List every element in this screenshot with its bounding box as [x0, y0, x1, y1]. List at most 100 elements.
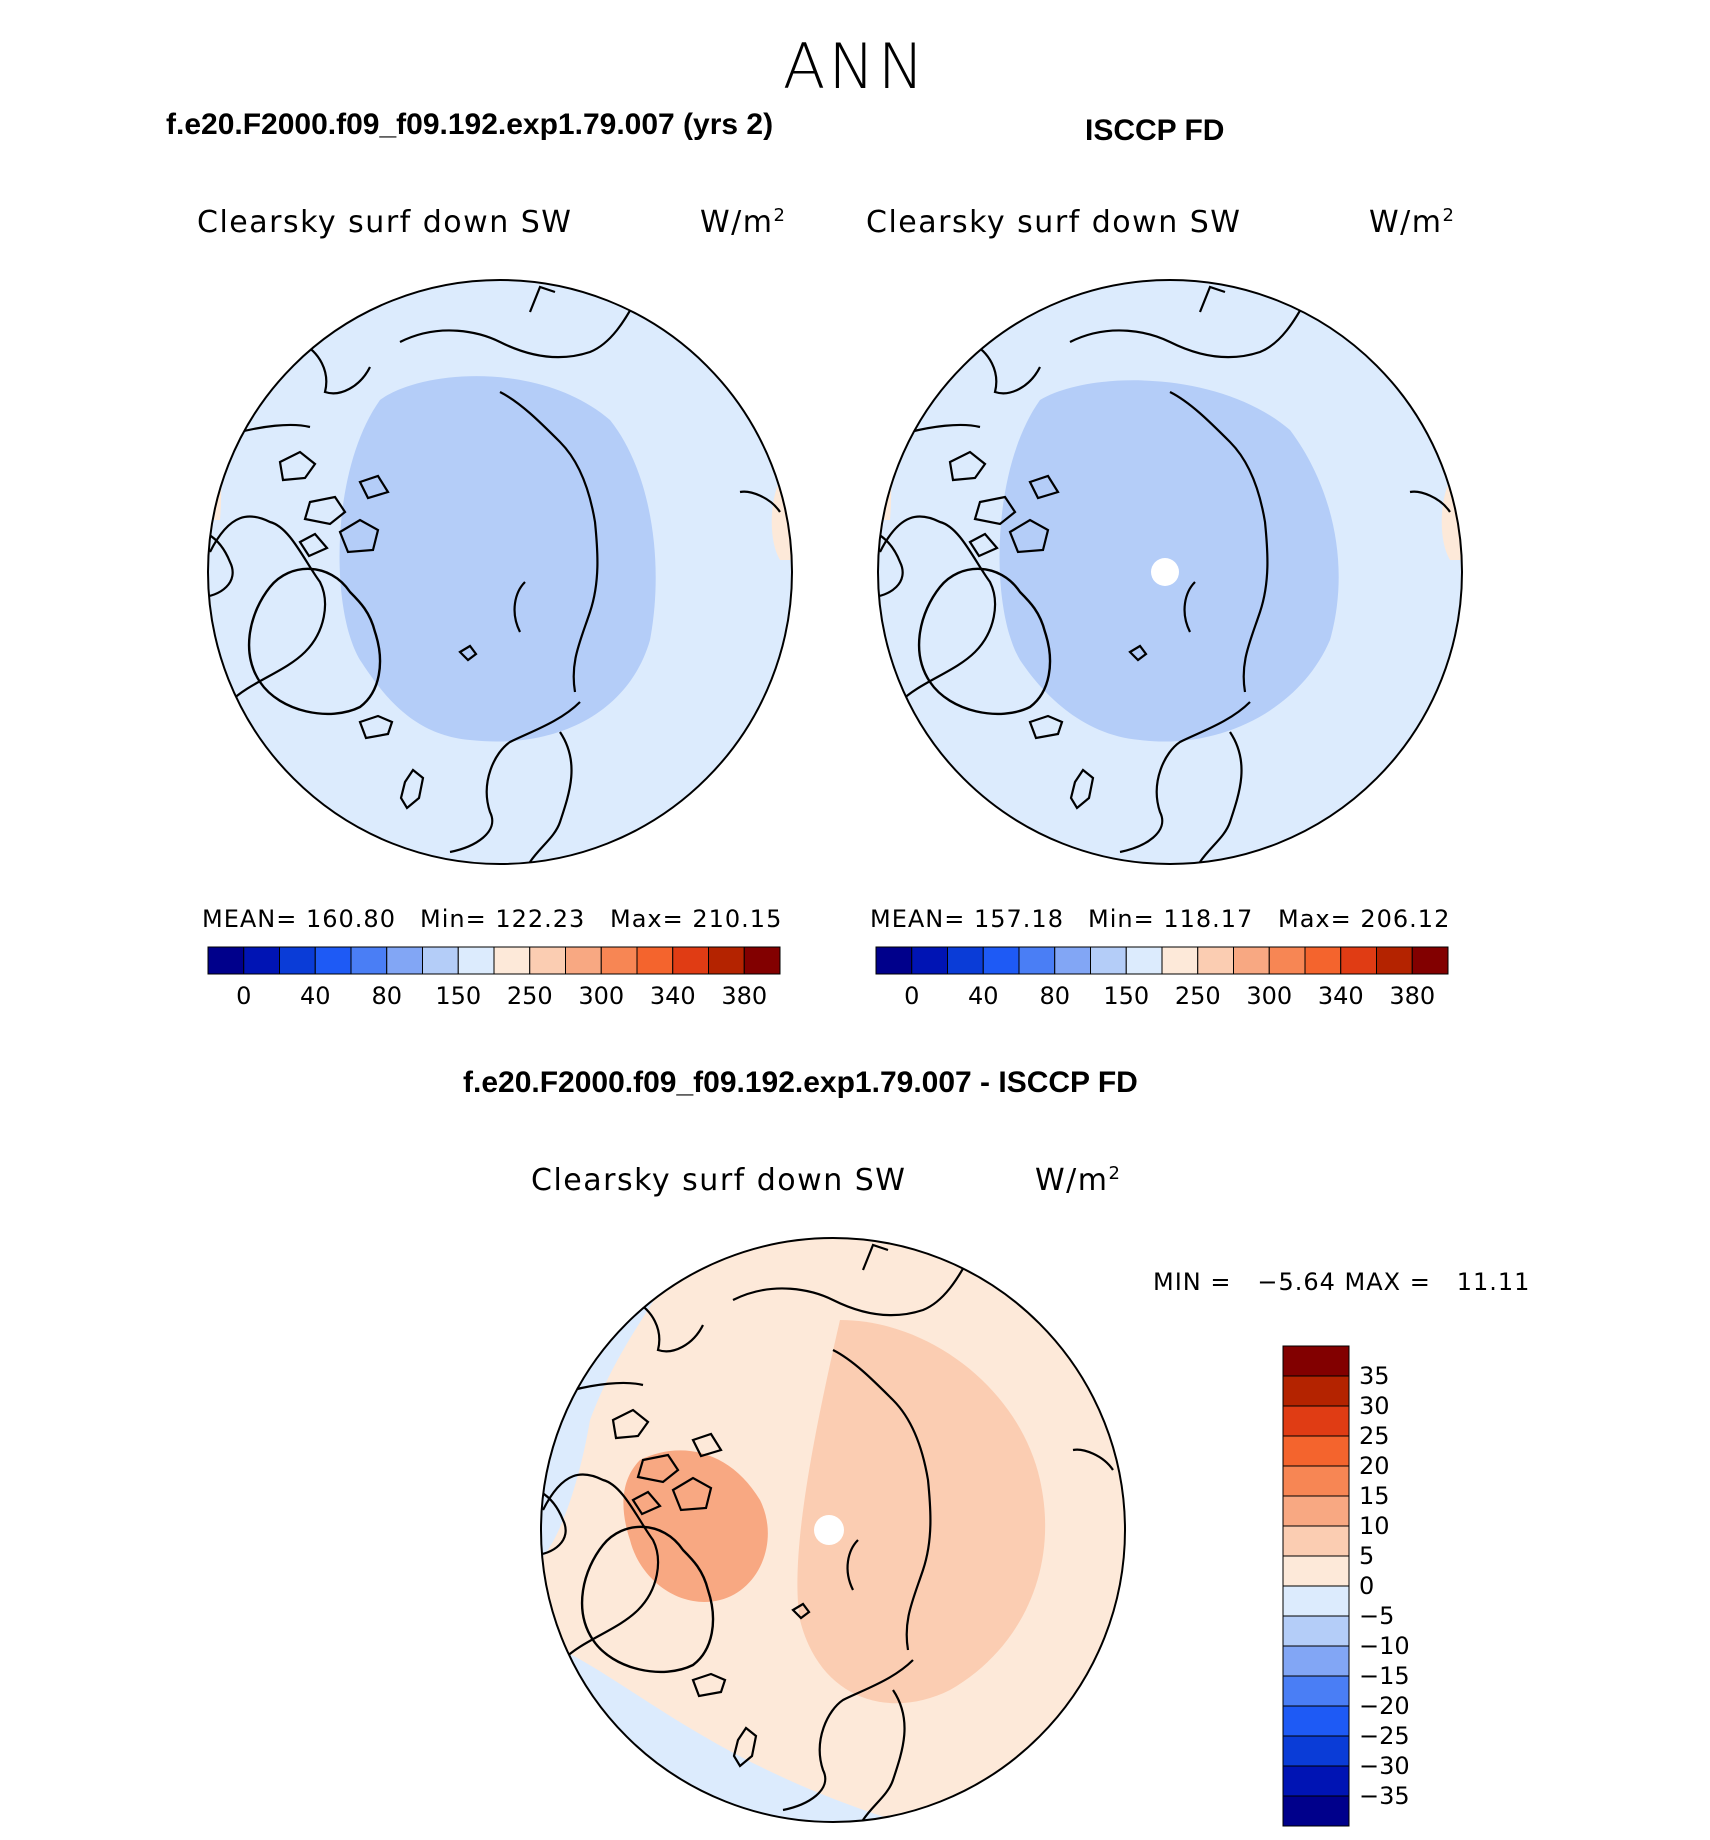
- colorbar-tick-label: 300: [578, 982, 625, 1010]
- map-diff: [540, 1237, 1126, 1823]
- map-obs-boundary: [877, 279, 1463, 865]
- model-case-title: f.e20.F2000.f09_f09.192.exp1.79.007 (yrs…: [166, 108, 774, 141]
- colorbar-tick-label: 380: [721, 982, 768, 1010]
- colorbar-swatch: [457, 946, 495, 975]
- obs-max-stat: Max= 206.12: [1278, 905, 1451, 933]
- colorbar-tick-label: 380: [1389, 982, 1436, 1010]
- colorbar-swatch: [1161, 946, 1199, 975]
- obs-min-stat: Min= 118.17: [1088, 905, 1254, 933]
- colorbar-tick-label: 150: [1103, 982, 1150, 1010]
- colorbar-tick-label: 5: [1359, 1542, 1375, 1570]
- colorbar-swatch: [1282, 1495, 1350, 1527]
- colorbar-swatch: [1018, 946, 1056, 975]
- colorbar-swatch: [1376, 946, 1413, 975]
- colorbar-swatch: [1125, 946, 1163, 975]
- colorbar-swatch: [600, 946, 638, 975]
- colorbar-tick-label: 80: [371, 982, 403, 1010]
- colorbar-swatch: [1282, 1405, 1350, 1437]
- colorbar-tick-label: 80: [1039, 982, 1071, 1010]
- colorbar-swatch: [1282, 1765, 1350, 1797]
- colorbar-swatch: [1282, 1615, 1350, 1647]
- colorbar-tick-label: −15: [1359, 1662, 1410, 1690]
- colorbar-tick-label: 30: [1359, 1392, 1390, 1420]
- colorbar-tick-label: −30: [1359, 1752, 1410, 1780]
- colorbar-swatch: [1340, 946, 1377, 975]
- diff-minmax-stat: MIN = −5.64 MAX = 11.11: [1153, 1268, 1531, 1296]
- colorbar-model: [207, 946, 781, 975]
- map-obs-pole-hole: [1151, 558, 1179, 586]
- colorbar-swatch: [1282, 1585, 1350, 1617]
- map-diff-pole-hole: [814, 1515, 844, 1545]
- colorbar-swatch: [1282, 1465, 1350, 1497]
- colorbar-swatch: [672, 946, 709, 975]
- colorbar-swatch: [1282, 1645, 1350, 1677]
- colorbar-tick-label: 340: [1317, 982, 1364, 1010]
- model-mean-stat: MEAN= 160.80: [202, 905, 396, 933]
- map-model-boundary: [207, 279, 793, 865]
- colorbar-tick-label: 40: [967, 982, 999, 1010]
- colorbar-tick-label: 20: [1359, 1452, 1390, 1480]
- obs-variable-label: Clearsky surf down SW: [866, 205, 1242, 240]
- map-model: [207, 279, 793, 865]
- colorbar-tick-label: 300: [1246, 982, 1293, 1010]
- colorbar-swatch: [1233, 946, 1270, 975]
- colorbar-swatch: [565, 946, 602, 975]
- colorbar-swatch: [1282, 1795, 1350, 1827]
- colorbar-swatch: [1197, 946, 1234, 975]
- map-obs: [877, 279, 1463, 865]
- map-model-polar-region: [339, 376, 656, 742]
- colorbar-tick-label: 35: [1359, 1362, 1390, 1390]
- colorbar-swatch: [422, 946, 459, 975]
- colorbar-tick-label: 250: [1174, 982, 1221, 1010]
- colorbar-swatch: [708, 946, 745, 975]
- colorbar-swatch: [386, 946, 423, 975]
- colorbar-swatch: [279, 946, 316, 975]
- colorbar-swatch: [1304, 946, 1342, 975]
- diff-unit-label: W/m2: [1035, 1163, 1122, 1198]
- colorbar-swatch: [529, 946, 566, 975]
- colorbar-swatch: [1282, 1435, 1350, 1467]
- colorbar-swatch: [350, 946, 388, 975]
- colorbar-tick-label: −35: [1359, 1782, 1410, 1810]
- colorbar-swatch: [1411, 946, 1449, 975]
- colorbar-swatch: [493, 946, 531, 975]
- diff-case-title: f.e20.F2000.f09_f09.192.exp1.79.007 - IS…: [463, 1066, 1138, 1099]
- colorbar-tick-label: 0: [236, 982, 252, 1010]
- obs-mean-stat: MEAN= 157.18: [870, 905, 1064, 933]
- colorbar-swatch: [314, 946, 352, 975]
- model-unit-label: W/m2: [700, 205, 787, 240]
- colorbar-swatch: [1282, 1525, 1350, 1557]
- colorbar-swatch: [207, 946, 245, 975]
- colorbar-tick-label: 25: [1359, 1422, 1390, 1450]
- colorbar-tick-label: 0: [1359, 1572, 1375, 1600]
- colorbar-tick-label: −20: [1359, 1692, 1410, 1720]
- colorbar-swatch: [1282, 1345, 1350, 1377]
- model-min-stat: Min= 122.23: [420, 905, 586, 933]
- colorbar-swatch: [1054, 946, 1091, 975]
- colorbar-swatch: [875, 946, 913, 975]
- colorbar-swatch: [1282, 1555, 1350, 1587]
- colorbar-tick-label: −25: [1359, 1722, 1410, 1750]
- diff-variable-label: Clearsky surf down SW: [531, 1163, 907, 1198]
- colorbar-tick-label: −5: [1359, 1602, 1395, 1630]
- colorbar-obs: [875, 946, 1449, 975]
- colorbar-tick-label: −10: [1359, 1632, 1410, 1660]
- colorbar-tick-label: 15: [1359, 1482, 1390, 1510]
- obs-case-title: ISCCP FD: [1085, 114, 1225, 147]
- colorbar-swatch: [982, 946, 1020, 975]
- colorbar-tick-label: 10: [1359, 1512, 1390, 1540]
- colorbar-swatch: [1268, 946, 1306, 975]
- season-title: ANN: [782, 30, 928, 103]
- colorbar-swatch: [911, 946, 948, 975]
- colorbar-swatch: [1282, 1735, 1350, 1767]
- colorbar-swatch: [1282, 1705, 1350, 1737]
- colorbar-swatch: [947, 946, 984, 975]
- colorbar-tick-label: 150: [435, 982, 482, 1010]
- colorbar-tick-label: 40: [299, 982, 331, 1010]
- colorbar-tick-label: 250: [506, 982, 553, 1010]
- colorbar-diff: [1282, 1345, 1350, 1827]
- colorbar-tick-label: 340: [649, 982, 696, 1010]
- colorbar-tick-label: 0: [904, 982, 920, 1010]
- colorbar-swatch: [743, 946, 781, 975]
